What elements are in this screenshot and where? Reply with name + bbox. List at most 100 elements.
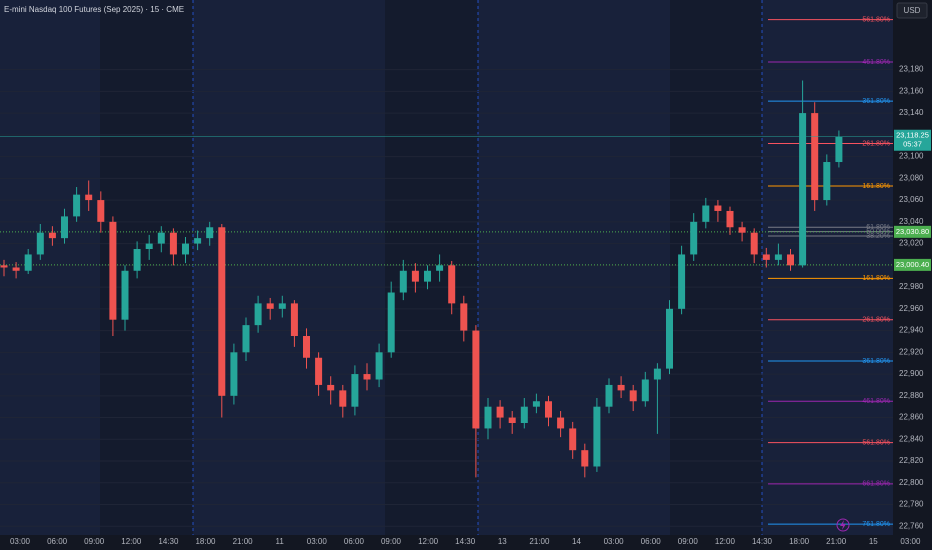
candle-body — [557, 417, 565, 429]
candle-body — [97, 200, 105, 222]
candle-body — [774, 254, 782, 260]
x-tick-label: 14 — [572, 537, 581, 546]
candle-body — [750, 232, 758, 255]
candle-body — [545, 401, 552, 418]
y-tick-label: 22,980 — [899, 282, 924, 291]
candle-body — [169, 232, 177, 255]
candle-body — [194, 238, 202, 244]
y-tick-label: 22,840 — [899, 434, 924, 443]
candle-body — [12, 267, 20, 271]
x-tick-label: 21:00 — [826, 537, 847, 546]
candle-body — [303, 336, 310, 358]
y-tick-label: 23,080 — [899, 173, 924, 182]
fib-label: 161.80% — [862, 183, 890, 190]
candle-body — [835, 136, 843, 163]
y-tick-label: 22,900 — [899, 369, 924, 378]
x-tick-label: 09:00 — [84, 537, 105, 546]
candle-body — [520, 406, 528, 423]
x-tick-label: 06:00 — [344, 537, 365, 546]
y-tick-label: 22,760 — [899, 521, 924, 530]
fib-label: 561.80% — [862, 439, 890, 446]
candle-body — [48, 232, 56, 239]
candle-body — [484, 406, 492, 429]
candle-body — [581, 450, 589, 467]
alert-icon[interactable] — [836, 518, 850, 532]
candle-body — [85, 194, 93, 201]
currency[interactable]: USD — [904, 6, 921, 15]
candle-body — [254, 303, 262, 326]
y-tick-label: 22,820 — [899, 456, 924, 465]
x-tick-label: 13 — [498, 537, 507, 546]
candle-body — [133, 249, 141, 271]
candle-body — [472, 330, 480, 429]
fib-label: 61.80% — [866, 224, 890, 231]
candle-body — [617, 384, 625, 391]
fib-label: 50.00% — [866, 228, 890, 235]
candle-body — [593, 406, 601, 467]
y-tick-label: 22,940 — [899, 326, 924, 335]
candle-body — [36, 232, 44, 255]
candle-body — [641, 379, 649, 402]
y-tick-label: 22,780 — [899, 500, 924, 509]
x-tick-label: 09:00 — [381, 537, 402, 546]
x-tick-label: 11 — [276, 537, 285, 546]
candle-body — [0, 265, 8, 268]
candle-body — [375, 352, 383, 380]
price-label: 23,030.80 — [896, 227, 929, 236]
fib-label: 261.80% — [862, 140, 890, 147]
y-tick-label: 23,140 — [899, 108, 924, 117]
session-band — [478, 0, 670, 535]
x-tick-label: 18:00 — [195, 537, 216, 546]
candle-body — [436, 265, 444, 271]
x-tick-label: 21:00 — [233, 537, 254, 546]
x-tick-label: 06:00 — [641, 537, 662, 546]
candle-body — [702, 205, 710, 222]
candle-body — [363, 374, 371, 380]
fib-label: 461.80% — [862, 398, 890, 405]
candle-body — [73, 194, 81, 217]
candle-body — [448, 265, 456, 304]
candle-body — [762, 254, 770, 260]
currency-button[interactable] — [896, 2, 928, 19]
candle-body — [339, 390, 347, 407]
x-tick-label: 12:00 — [418, 537, 439, 546]
fib-label: 261.80% — [862, 317, 890, 324]
candle-body — [424, 270, 431, 282]
candle-body — [109, 221, 117, 320]
x-tick-label: 21:00 — [529, 537, 550, 546]
candle-body — [145, 243, 153, 250]
x-tick-label: 18:00 — [789, 537, 810, 546]
candle-body — [532, 401, 540, 407]
candle-body — [799, 113, 807, 266]
candle-body — [242, 325, 250, 353]
candle-body — [823, 162, 831, 201]
candle-body — [121, 270, 129, 320]
candle-body — [726, 210, 734, 228]
time-axis — [0, 535, 893, 550]
x-tick-label: 12:00 — [715, 537, 736, 546]
candle-body — [653, 368, 661, 380]
y-tick-label: 23,100 — [899, 152, 924, 161]
candle-body — [738, 227, 746, 233]
x-tick-label: 14:30 — [455, 537, 476, 546]
price-axis — [893, 0, 932, 550]
x-tick-label: 06:00 — [47, 537, 68, 546]
x-tick-label: 15 — [869, 537, 878, 546]
chart-title: E-mini Nasdaq 100 Futures (Sep 2025) · 1… — [4, 5, 184, 14]
candle-body — [690, 221, 698, 255]
candle-body — [714, 205, 722, 211]
fib-label: 461.80% — [862, 59, 890, 66]
y-tick-label: 23,180 — [899, 65, 924, 74]
candle-body — [315, 357, 323, 385]
candle-body — [24, 254, 32, 271]
candle-body — [157, 232, 165, 244]
candle-body — [351, 374, 359, 407]
fib-label: 361.80% — [862, 358, 890, 365]
candle-body — [327, 384, 335, 391]
candle-body — [629, 390, 637, 402]
x-tick-label: 14:30 — [158, 537, 179, 546]
x-tick-label: 03:00 — [604, 537, 625, 546]
candle-body — [182, 243, 189, 255]
y-tick-label: 22,880 — [899, 391, 924, 400]
